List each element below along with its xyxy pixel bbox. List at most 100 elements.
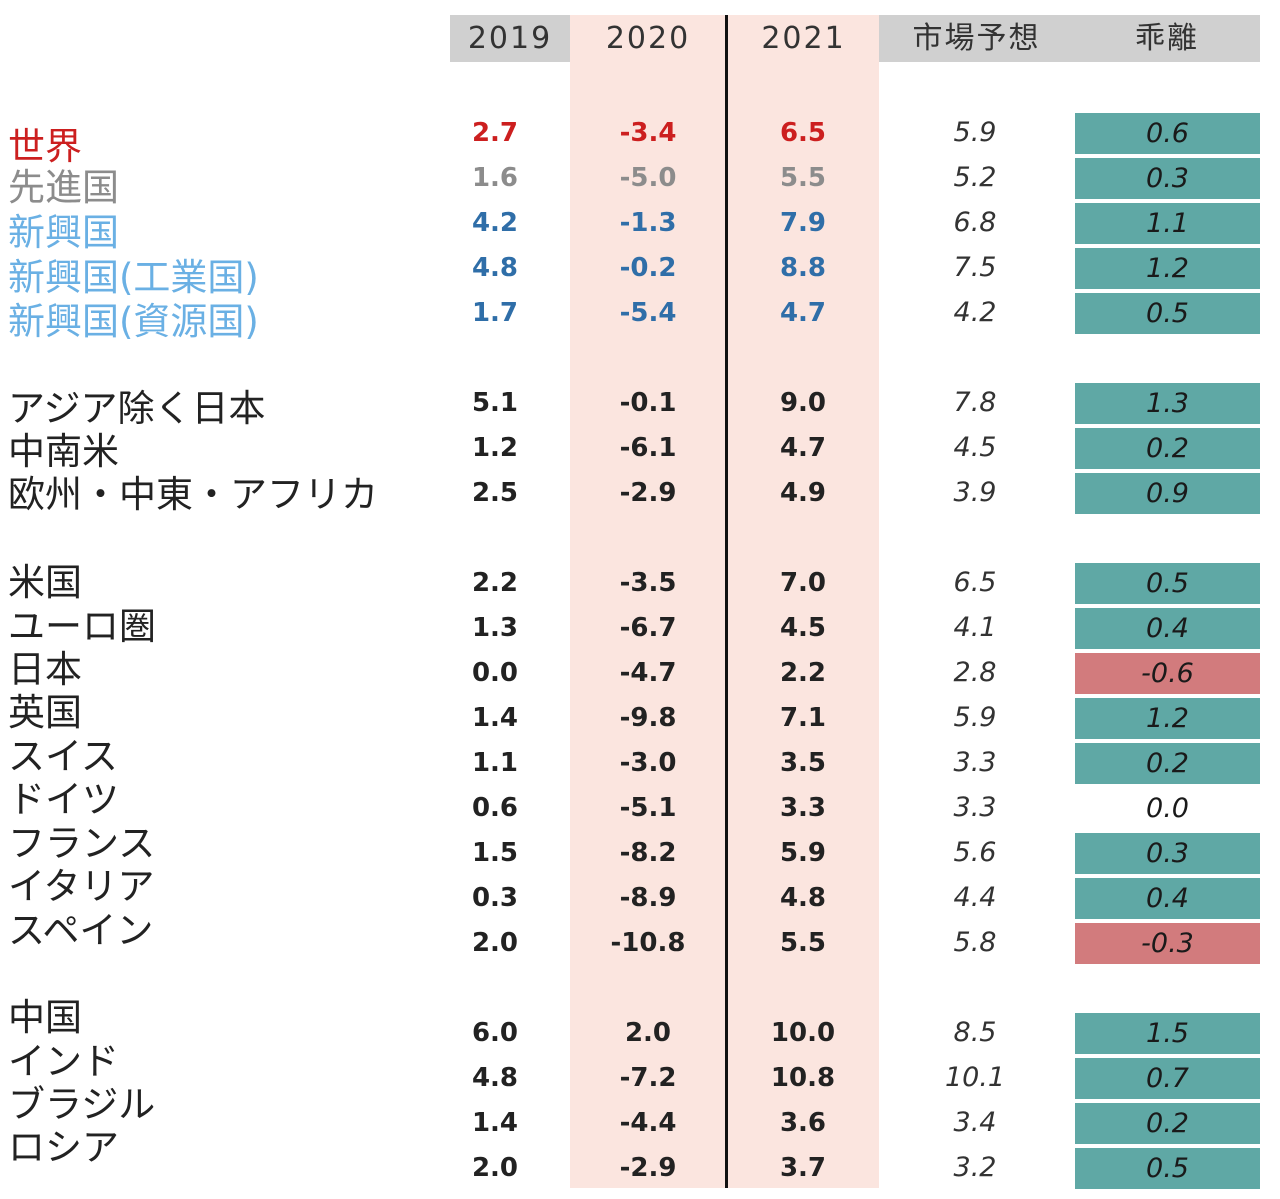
value-2019: 1.4 <box>471 703 519 733</box>
value-forecast: 4.2 <box>953 297 997 328</box>
value-2019: 1.2 <box>471 433 519 463</box>
value-forecast: 5.9 <box>953 117 997 148</box>
value-2019: 6.0 <box>471 1018 519 1048</box>
value-2019: 2.0 <box>471 1153 519 1183</box>
value-forecast: 7.5 <box>953 252 997 283</box>
value-2020: -9.8 <box>619 703 677 733</box>
value-forecast: 5.8 <box>953 927 997 958</box>
value-2020: -3.4 <box>619 118 677 148</box>
value-deviation: 0.3 <box>1075 833 1260 874</box>
value-2021: 10.0 <box>770 1018 836 1048</box>
column-header-3: 市場予想 <box>912 21 1041 56</box>
row-label: 先進国 <box>8 166 119 209</box>
value-2020: -3.5 <box>619 568 677 598</box>
row-label: 英国 <box>8 691 82 734</box>
value-deviation: 1.5 <box>1075 1013 1260 1054</box>
value-2019: 1.7 <box>471 298 519 328</box>
column-header-1: 2020 <box>605 21 691 56</box>
value-2020: -5.4 <box>619 298 677 328</box>
value-2021: 7.0 <box>779 568 827 598</box>
value-2021: 4.5 <box>779 613 827 643</box>
value-2020: -4.7 <box>619 658 677 688</box>
value-2019: 1.1 <box>471 748 519 778</box>
value-2021: 6.5 <box>779 118 827 148</box>
value-forecast: 8.5 <box>953 1017 997 1048</box>
header-band-2019 <box>450 15 570 62</box>
row-label: 中南米 <box>8 430 119 473</box>
value-deviation: 1.1 <box>1075 203 1260 244</box>
value-deviation: 1.2 <box>1075 698 1260 739</box>
value-2021: 4.7 <box>779 298 827 328</box>
value-forecast: 5.6 <box>953 837 997 868</box>
row-label: インド <box>8 1040 119 1083</box>
value-2019: 5.1 <box>471 388 519 418</box>
row-label: 中国 <box>8 996 82 1039</box>
value-2021: 4.7 <box>779 433 827 463</box>
row-label: スペイン <box>8 909 154 952</box>
column-header-0: 2019 <box>467 21 553 56</box>
value-2021: 5.9 <box>779 838 827 868</box>
value-2020: -8.2 <box>619 838 677 868</box>
value-deviation: 1.2 <box>1075 248 1260 289</box>
value-deviation: 0.5 <box>1075 563 1260 604</box>
value-deviation: 0.5 <box>1075 1148 1260 1189</box>
value-deviation: 0.2 <box>1075 743 1260 784</box>
value-2019: 0.0 <box>471 658 519 688</box>
value-2021: 5.5 <box>779 928 827 958</box>
value-2019: 0.3 <box>471 883 519 913</box>
value-2019: 1.6 <box>471 163 519 193</box>
value-2019: 2.5 <box>471 478 519 508</box>
value-2019: 2.2 <box>471 568 519 598</box>
row-label: 世界 <box>8 125 82 168</box>
value-forecast: 10.1 <box>944 1062 1006 1093</box>
value-2019: 2.0 <box>471 928 519 958</box>
row-label: ロシア <box>8 1126 119 1169</box>
value-forecast: 3.3 <box>953 747 997 778</box>
value-forecast: 3.3 <box>953 792 997 823</box>
value-deviation: 0.2 <box>1075 428 1260 469</box>
header-band-forecast <box>879 15 1260 62</box>
value-2021: 3.3 <box>779 793 827 823</box>
value-deviation: 0.2 <box>1075 1103 1260 1144</box>
value-2021: 8.8 <box>779 253 827 283</box>
value-2019: 4.8 <box>471 1063 519 1093</box>
value-deviation: 1.3 <box>1075 383 1260 424</box>
value-2021: 5.5 <box>779 163 827 193</box>
value-2021: 7.9 <box>779 208 827 238</box>
column-band-2020 <box>570 15 726 1188</box>
value-2021: 3.7 <box>779 1153 827 1183</box>
row-label: ユーロ圏 <box>8 605 156 648</box>
row-label: 日本 <box>8 648 82 691</box>
row-label: アジア除く日本 <box>8 387 266 430</box>
value-forecast: 3.4 <box>953 1107 997 1138</box>
value-deviation: 0.7 <box>1075 1058 1260 1099</box>
value-forecast: 7.8 <box>953 387 997 418</box>
row-label: ブラジル <box>8 1083 156 1126</box>
row-label: イタリア <box>8 865 155 908</box>
row-label: 新興国(資源国) <box>8 300 259 343</box>
value-2019: 1.5 <box>471 838 519 868</box>
value-forecast: 3.9 <box>953 477 997 508</box>
value-2021: 9.0 <box>779 388 827 418</box>
value-2021: 7.1 <box>779 703 827 733</box>
value-2020: -5.1 <box>619 793 677 823</box>
value-2020: -8.9 <box>619 883 677 913</box>
column-divider-line <box>725 15 728 1188</box>
value-2020: -2.9 <box>619 478 677 508</box>
value-2021: 4.8 <box>779 883 827 913</box>
value-2020: -2.9 <box>619 1153 677 1183</box>
row-label: 米国 <box>8 561 82 604</box>
value-forecast: 6.8 <box>953 207 997 238</box>
value-forecast: 4.1 <box>953 612 997 643</box>
value-2020: -1.3 <box>619 208 677 238</box>
value-2020: 2.0 <box>624 1018 672 1048</box>
row-label: 新興国 <box>8 211 119 254</box>
value-2020: -6.1 <box>619 433 677 463</box>
value-deviation: 0.3 <box>1075 158 1260 199</box>
row-label: 欧州・中東・アフリカ <box>8 473 378 516</box>
column-header-2: 2021 <box>761 21 846 56</box>
value-2020: -6.7 <box>619 613 677 643</box>
value-2019: 4.8 <box>471 253 519 283</box>
value-2020: -0.1 <box>619 388 677 418</box>
value-2019: 0.6 <box>471 793 519 823</box>
